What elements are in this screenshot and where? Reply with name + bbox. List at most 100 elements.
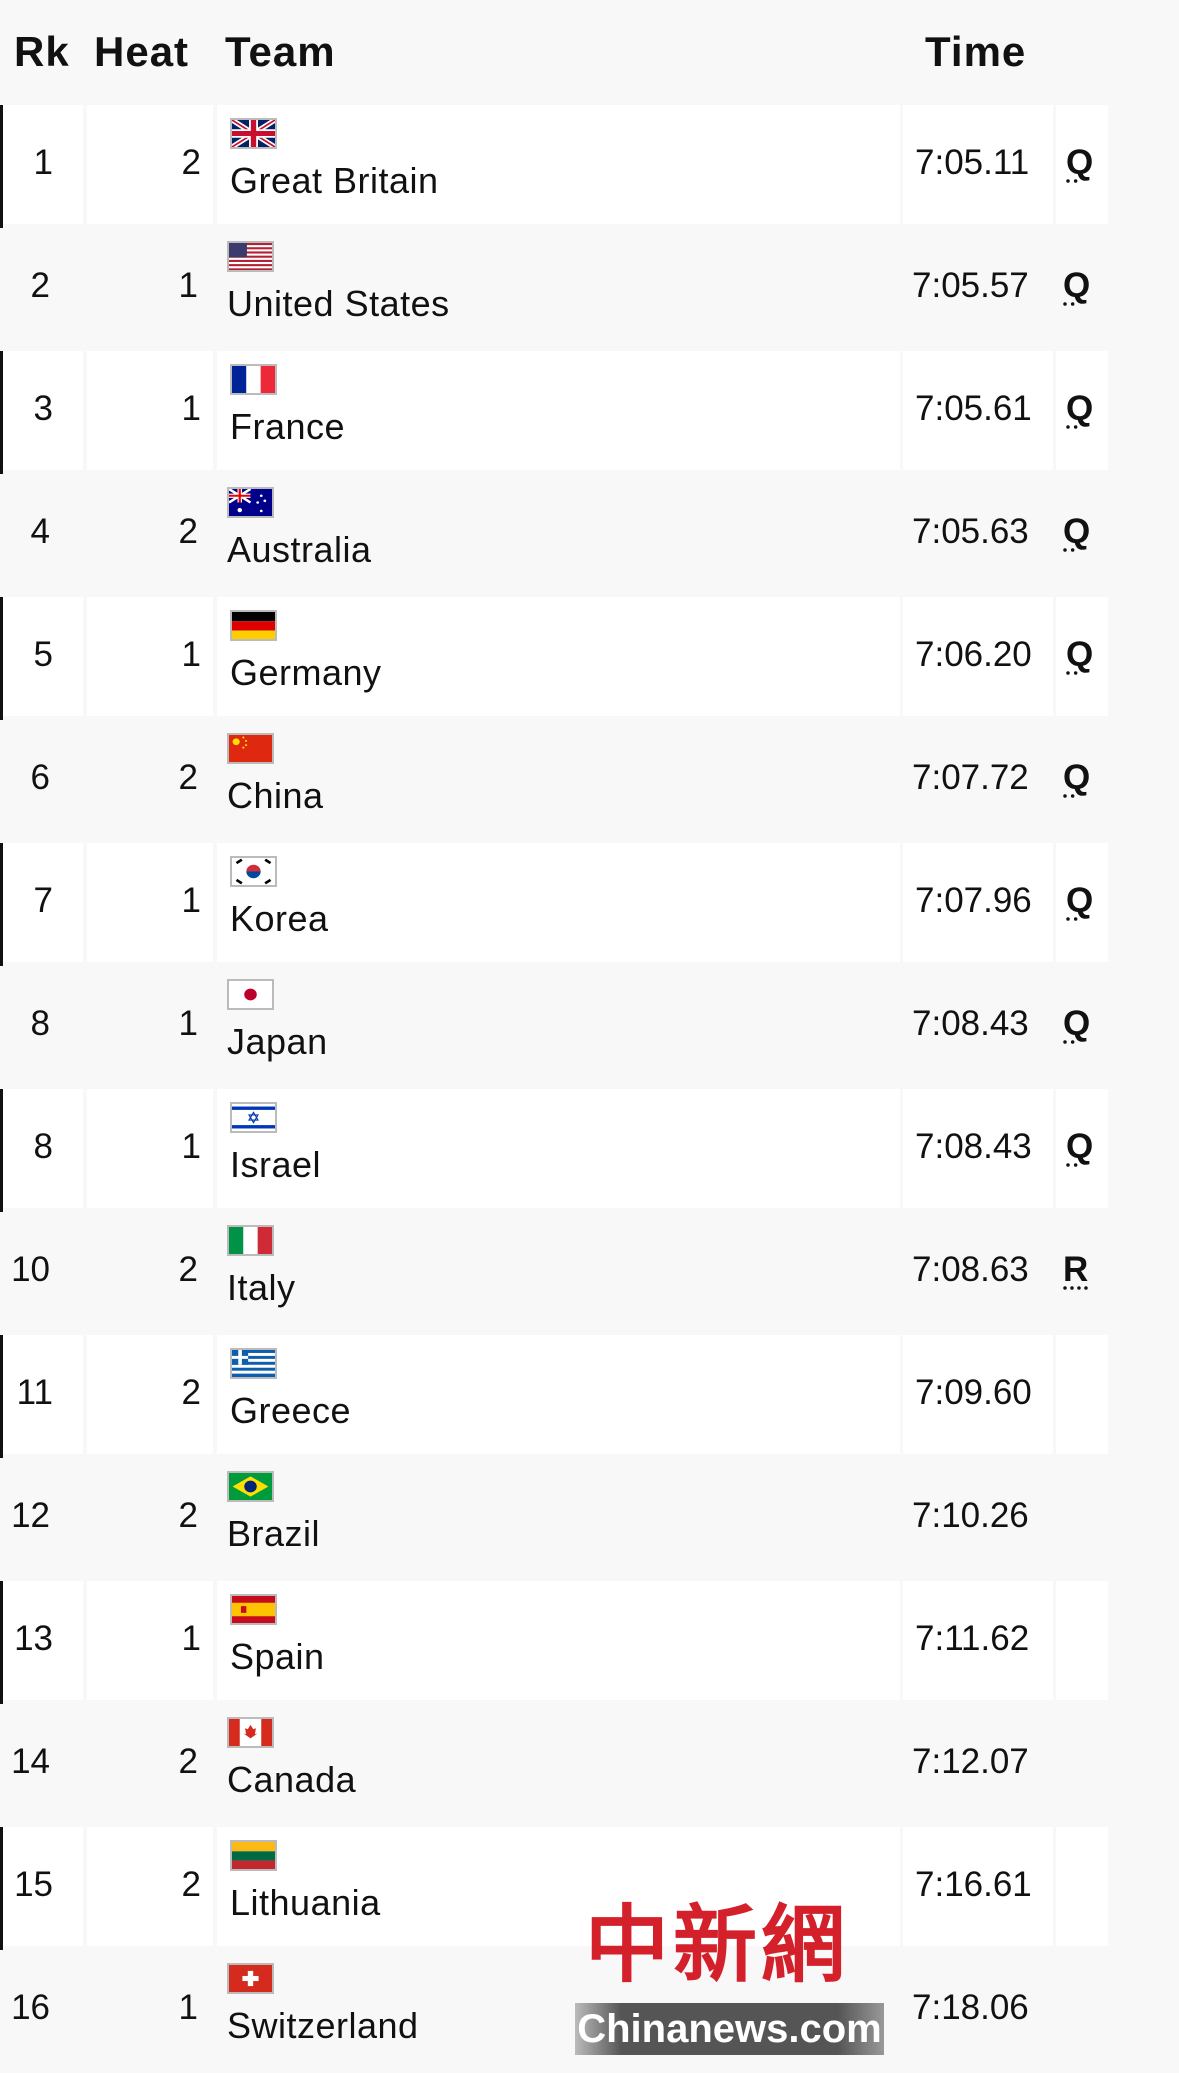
table-row: 8 1 Israel 7:08.43 Q [0, 1089, 1179, 1212]
time-cell: 7:07.72 [900, 720, 1050, 839]
table-row: 8 1 Japan 7:08.43 Q [0, 966, 1179, 1089]
rank: 10 [11, 1250, 50, 1289]
qualification-mark[interactable]: R [1063, 1250, 1089, 1289]
table-row: 5 1 Germany 7:06.20 Q [0, 597, 1179, 720]
qualification-cell [1056, 1581, 1108, 1700]
rank-cell: 4 [0, 474, 80, 593]
qualification-cell: Q [1056, 597, 1108, 716]
heat: 1 [178, 1988, 198, 2027]
rank: 7 [33, 881, 53, 920]
qualification-mark[interactable]: Q [1066, 143, 1094, 182]
rank: 16 [11, 1988, 50, 2027]
rank: 13 [14, 1619, 53, 1658]
team-name[interactable]: China [227, 775, 324, 816]
time: 7:10.26 [912, 1496, 1029, 1535]
team-name[interactable]: Israel [230, 1144, 322, 1185]
rank-cell: 16 [0, 1950, 80, 2069]
qualification-mark[interactable]: Q [1063, 512, 1091, 551]
team-cell: Germany [217, 597, 900, 716]
fr-flag-icon [230, 364, 277, 395]
team-name[interactable]: Greece [230, 1390, 352, 1431]
team-name[interactable]: Great Britain [230, 160, 439, 201]
team-cell: Australia [214, 474, 897, 593]
time-cell: 7:05.61 [903, 351, 1053, 470]
ca-flag-icon [227, 1717, 274, 1748]
table-row: 16 1 Switzerland 7:18.06 [0, 1950, 1179, 2073]
time-cell: 7:05.57 [900, 228, 1050, 347]
kr-flag-icon [230, 856, 277, 887]
table-row: 15 2 Lithuania 7:16.61 [0, 1827, 1179, 1950]
qualification-mark[interactable]: Q [1063, 266, 1091, 305]
heat: 2 [181, 1865, 201, 1904]
rank: 12 [11, 1496, 50, 1535]
qualification-mark[interactable]: Q [1063, 1004, 1091, 1043]
qualification-mark[interactable]: Q [1063, 758, 1091, 797]
rank-cell: 8 [3, 1089, 83, 1208]
es-flag-icon [230, 1594, 277, 1625]
qualification-cell: Q [1053, 966, 1105, 1085]
qualification-mark[interactable]: Q [1066, 389, 1094, 428]
team-name[interactable]: Spain [230, 1636, 325, 1677]
rank-cell: 15 [3, 1827, 83, 1946]
time: 7:05.11 [915, 143, 1030, 182]
team-cell: Brazil [214, 1458, 897, 1577]
rank-cell: 1 [3, 105, 83, 224]
rank: 5 [33, 635, 53, 674]
time: 7:05.61 [915, 389, 1032, 428]
qualification-mark[interactable]: Q [1066, 881, 1094, 920]
team-cell: Lithuania [217, 1827, 900, 1946]
results-table: 1 2 Great Britain 7:05.11 Q 2 1 United S… [0, 105, 1179, 2073]
header-team: Team [225, 28, 336, 75]
rank-cell: 3 [3, 351, 83, 470]
team-name[interactable]: Korea [230, 898, 329, 939]
qualification-cell: Q [1053, 228, 1105, 347]
time-cell: 7:06.20 [903, 597, 1053, 716]
time-cell: 7:18.06 [900, 1950, 1050, 2069]
team-name[interactable]: Japan [227, 1021, 328, 1062]
heat: 1 [181, 635, 201, 674]
qualification-cell [1053, 1704, 1105, 1823]
watermark-chinese: 中新網 [585, 1895, 850, 1994]
team-name[interactable]: Lithuania [230, 1882, 381, 1923]
qualification-mark[interactable]: Q [1066, 635, 1094, 674]
time-cell: 7:08.43 [903, 1089, 1053, 1208]
heat-cell: 1 [87, 351, 213, 470]
heat-cell: 2 [87, 1827, 213, 1946]
time-cell: 7:05.63 [900, 474, 1050, 593]
heat: 1 [181, 881, 201, 920]
qualification-cell: Q [1056, 1089, 1108, 1208]
rank-cell: 7 [3, 843, 83, 962]
heat: 2 [178, 512, 198, 551]
qualification-cell: Q [1056, 105, 1108, 224]
team-name[interactable]: Brazil [227, 1513, 321, 1554]
table-row: 11 2 Greece 7:09.60 [0, 1335, 1179, 1458]
time: 7:07.96 [915, 881, 1032, 920]
time-cell: 7:08.43 [900, 966, 1050, 1085]
heat: 1 [178, 266, 198, 305]
team-name[interactable]: Australia [227, 529, 372, 570]
heat-cell: 2 [84, 720, 210, 839]
rank: 14 [11, 1742, 50, 1781]
rank: 8 [30, 1004, 50, 1043]
il-flag-icon [230, 1102, 277, 1133]
team-name[interactable]: Germany [230, 652, 382, 693]
time: 7:18.06 [912, 1988, 1029, 2027]
heat: 1 [178, 1004, 198, 1043]
time: 7:07.72 [912, 758, 1029, 797]
rank-cell: 8 [0, 966, 80, 1085]
heat-cell: 2 [87, 1335, 213, 1454]
heat-cell: 1 [84, 1950, 210, 2069]
de-flag-icon [230, 610, 277, 641]
team-name[interactable]: Canada [227, 1759, 357, 1800]
team-name[interactable]: Italy [227, 1267, 296, 1308]
qualification-mark[interactable]: Q [1066, 1127, 1094, 1166]
rank-cell: 14 [0, 1704, 80, 1823]
time: 7:08.43 [915, 1127, 1032, 1166]
team-name[interactable]: United States [227, 283, 450, 324]
heat: 2 [178, 1742, 198, 1781]
header-time: Time [925, 28, 1027, 75]
team-name[interactable]: Switzerland [227, 2005, 419, 2046]
rank: 2 [30, 266, 50, 305]
team-name[interactable]: France [230, 406, 346, 447]
heat: 2 [178, 758, 198, 797]
